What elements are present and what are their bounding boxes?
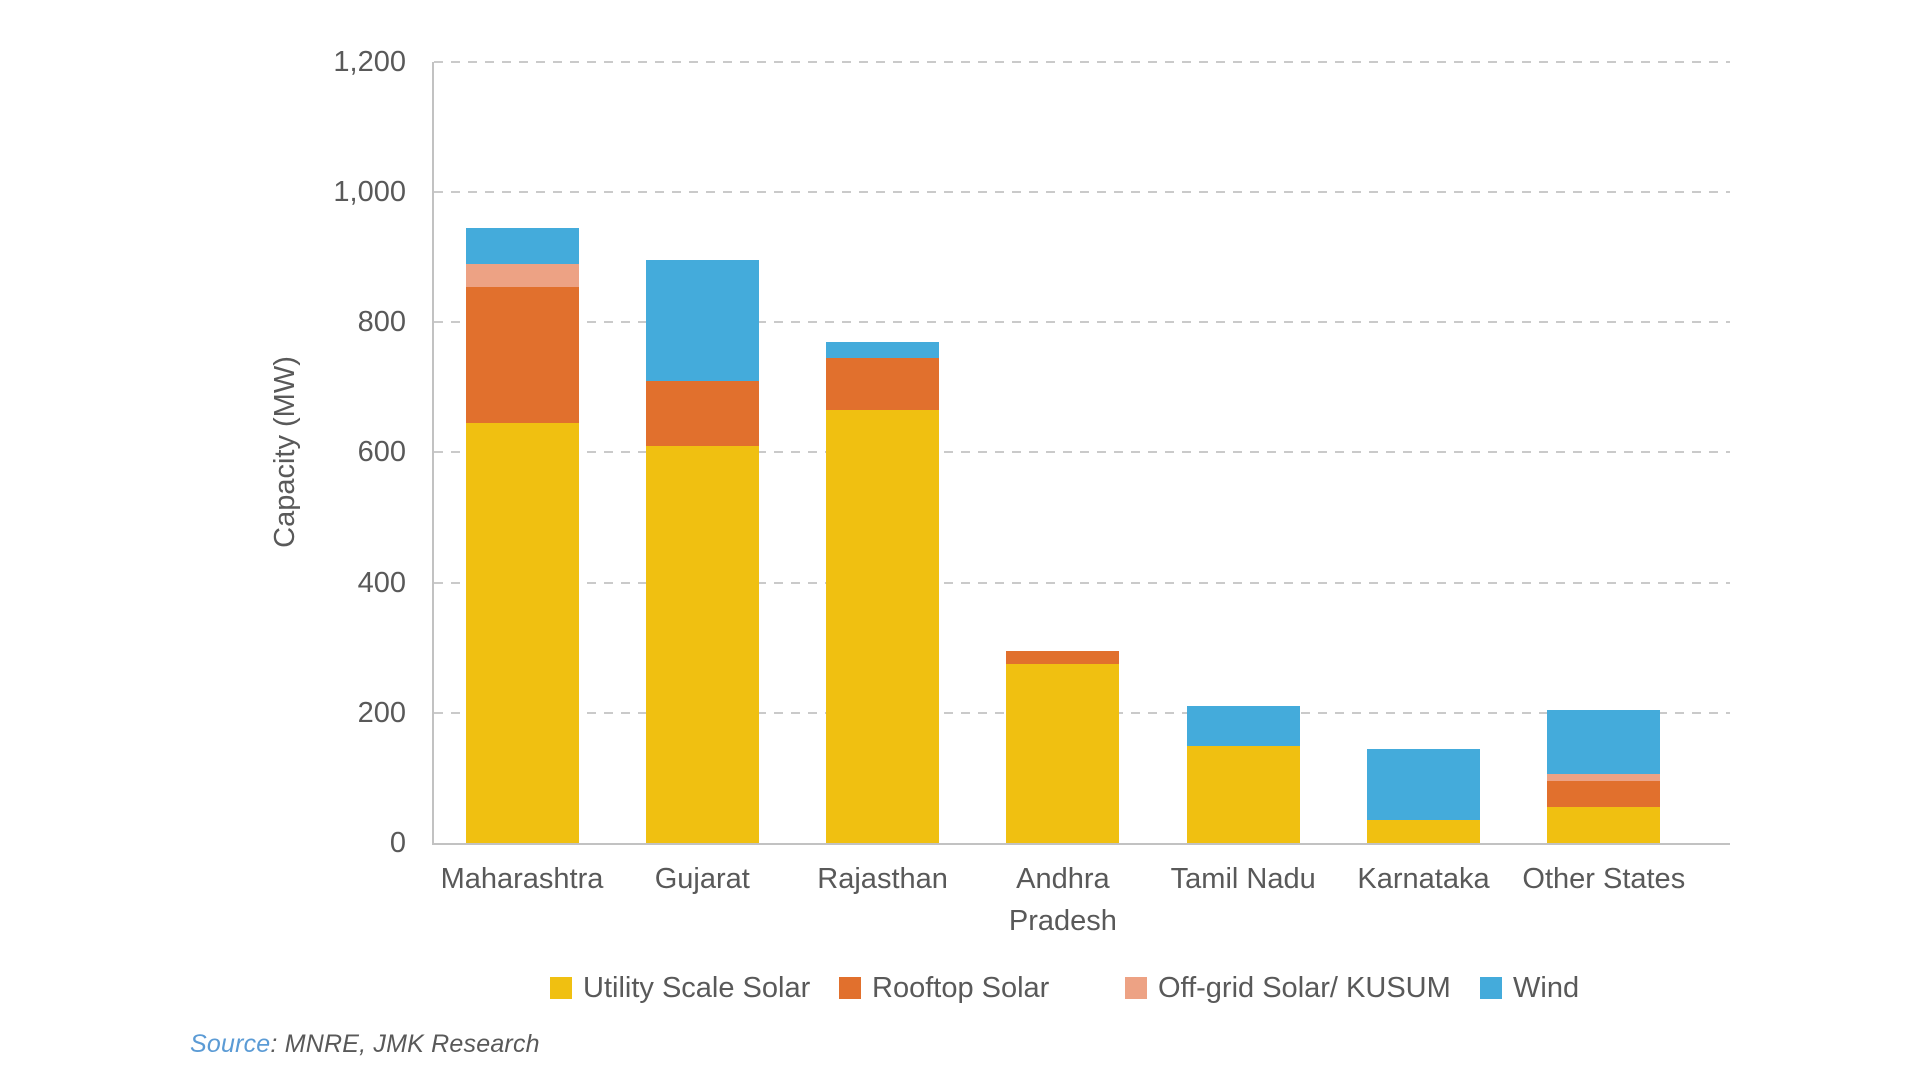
bar-segment-utility-scale-solar: [465, 423, 579, 844]
bar-tamil-nadu: [1186, 706, 1300, 843]
x-axis-label-rajasthan: Rajasthan: [817, 863, 948, 895]
legend-swatch-off-grid-solar-kusum: [1125, 977, 1147, 999]
x-axis-label-karnataka: Karnataka: [1357, 863, 1490, 895]
bar-gujarat: [645, 260, 759, 844]
bar-segment-utility-scale-solar: [1186, 746, 1300, 843]
bar-segment-utility-scale-solar: [1006, 664, 1120, 843]
y-axis-line: [432, 61, 434, 843]
legend-label-off-grid-solar-kusum: Off-grid Solar/ KUSUM: [1158, 971, 1451, 1004]
gridline: [434, 191, 1730, 193]
y-tick-label: 800: [357, 306, 406, 339]
legend-item-rooftop-solar: Rooftop Solar: [839, 971, 1049, 1005]
x-axis-label-gujarat: Gujarat: [654, 863, 750, 895]
legend-item-wind: Wind: [1480, 971, 1579, 1005]
x-axis-label-other-states: Other States: [1522, 863, 1686, 895]
legend-label-utility-scale-solar: Utility Scale Solar: [583, 971, 811, 1004]
x-axis-label-andhra-pradesh: Andhra Pradesh: [1008, 863, 1117, 937]
bar-segment-rooftop-solar: [465, 286, 579, 424]
gridline: [434, 60, 1730, 63]
bar-segment-utility-scale-solar: [1367, 820, 1480, 843]
source-note: Source: MNRE, JMK Research: [190, 1030, 540, 1059]
bar-segment-rooftop-solar: [826, 358, 940, 411]
bar-segment-wind: [465, 228, 579, 264]
x-axis-label-tamil-nadu: Tamil Nadu: [1170, 863, 1316, 895]
bar-segment-utility-scale-solar: [645, 445, 759, 844]
y-tick-label: 400: [357, 566, 406, 599]
bar-karnataka: [1367, 749, 1480, 843]
bar-segment-wind: [826, 342, 940, 359]
bar-segment-wind: [1367, 749, 1480, 821]
y-tick-label: 1,200: [333, 45, 406, 78]
legend-swatch-rooftop-solar: [839, 977, 861, 999]
bar-segment-wind: [1186, 706, 1300, 747]
legend-swatch-wind: [1480, 977, 1502, 999]
bar-segment-wind: [1547, 710, 1661, 774]
bar-rajasthan: [826, 342, 940, 843]
bar-andhra-pradesh: [1006, 651, 1120, 843]
y-tick-label: 600: [357, 436, 406, 469]
bar-segment-off-grid-solar-kusum: [1547, 773, 1661, 782]
gridline: [434, 581, 1730, 584]
y-tick-label: 200: [357, 696, 406, 729]
legend-swatch-utility-scale-solar: [550, 977, 572, 999]
y-tick-label: 1,000: [333, 176, 406, 208]
legend-label-wind: Wind: [1513, 971, 1580, 1004]
bar-segment-wind: [645, 260, 759, 381]
bar-segment-off-grid-solar-kusum: [465, 263, 579, 287]
bar-segment-rooftop-solar: [645, 380, 759, 446]
legend-label-rooftop-solar: Rooftop Solar: [872, 971, 1050, 1004]
y-tick-label: 0: [389, 827, 406, 859]
bar-segment-rooftop-solar: [1547, 781, 1661, 808]
bar-segment-rooftop-solar: [1006, 651, 1120, 665]
bar-other-states: [1547, 710, 1661, 843]
x-axis-line: [432, 843, 1730, 845]
source-label: Source: [190, 1030, 271, 1058]
bar-maharashtra: [465, 228, 579, 844]
x-axis-label-maharashtra: Maharashtra: [440, 863, 604, 895]
gridline: [434, 321, 1730, 324]
gridline: [434, 451, 1730, 454]
legend-item-utility-scale-solar: Utility Scale Solar: [550, 971, 810, 1005]
bar-segment-utility-scale-solar: [1547, 807, 1661, 843]
source-text: : MNRE, JMK Research: [270, 1030, 540, 1058]
legend-item-off-grid-solar-kusum: Off-grid Solar/ KUSUM: [1125, 971, 1451, 1005]
bar-segment-utility-scale-solar: [826, 410, 940, 843]
